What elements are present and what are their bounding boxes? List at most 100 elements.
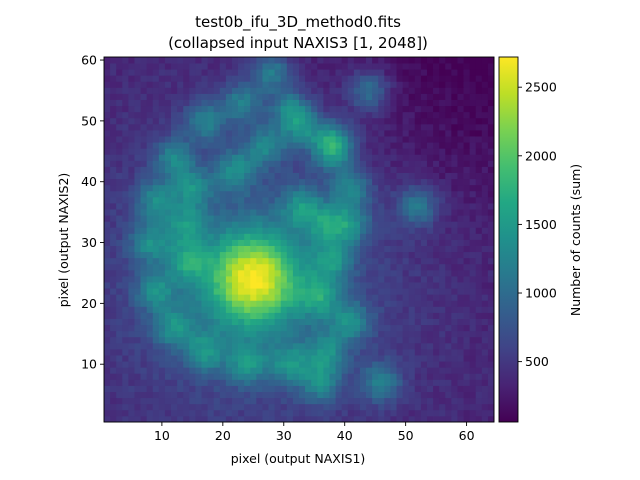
heatmap-cell [433,336,440,344]
heatmap-cell [311,93,318,100]
heatmap-cell [317,415,324,423]
heatmap-cell [408,288,416,295]
heatmap-cell [329,282,336,289]
heatmap-cell [213,123,221,131]
heatmap-cell [372,117,379,125]
heatmap-cell [487,69,495,76]
heatmap-cell [292,367,300,374]
heatmap-cell [481,166,489,173]
heatmap-cell [396,269,403,277]
heatmap-cell [378,209,385,216]
heatmap-cell [225,111,233,119]
heatmap-cell [238,409,245,417]
heatmap-cell [250,294,257,301]
heatmap-cell [158,154,166,161]
heatmap-cell [469,312,477,319]
heatmap-cell [463,190,471,198]
heatmap-cell [231,373,239,380]
heatmap-cell [408,148,416,155]
heatmap-cell [164,154,172,161]
heatmap-cell [183,324,190,332]
heatmap-cell [292,385,300,392]
heatmap-cell [433,415,440,423]
heatmap-cell [164,306,172,313]
heatmap-cell [274,294,282,301]
heatmap-cell [268,154,276,161]
heatmap-cell [140,142,148,149]
heatmap-cell [353,203,361,210]
heatmap-cell [396,288,403,295]
heatmap-cell [268,385,276,392]
heatmap-cell [201,379,208,386]
heatmap-cell [146,111,154,119]
heatmap-cell [250,288,257,295]
heatmap-cell [122,172,129,180]
heatmap-cell [353,355,361,362]
heatmap-cell [116,160,123,167]
heatmap-cell [152,87,160,94]
heatmap-cell [408,215,416,222]
heatmap-cell [207,75,215,82]
heatmap-cell [250,57,257,64]
heatmap-cell [378,385,385,392]
heatmap-cell [317,178,324,186]
heatmap-cell [250,385,257,392]
heatmap-cell [433,190,440,198]
heatmap-cell [372,81,379,88]
heatmap-cell [171,300,178,307]
heatmap-cell [183,154,190,161]
heatmap-cell [353,81,361,88]
heatmap-cell [213,269,221,277]
heatmap-cell [372,142,379,149]
heatmap-cell [128,142,135,149]
heatmap-cell [457,93,464,100]
heatmap-cell [335,172,343,180]
heatmap-cell [231,233,239,240]
heatmap-cell [158,276,166,283]
heatmap-cell [347,209,355,216]
heatmap-cell [116,148,123,155]
heatmap-cell [366,154,373,161]
heatmap-cell [402,239,410,246]
heatmap-cell [317,99,324,107]
heatmap-cell [402,99,410,107]
heatmap-cell [134,324,141,332]
heatmap-cell [433,403,440,411]
heatmap-cell [390,148,397,155]
heatmap-cell [195,282,202,289]
heatmap-cell [146,123,154,131]
heatmap-cell [475,324,483,332]
heatmap-cell [189,57,196,64]
heatmap-cell [433,130,440,137]
heatmap-cell [231,330,239,338]
heatmap-cell [134,166,141,173]
heatmap-cell [457,300,464,307]
heatmap-cell [457,415,464,423]
heatmap-cell [433,306,440,313]
heatmap-cell [335,361,343,368]
heatmap-cell [152,130,160,137]
heatmap-cell [414,403,422,411]
heatmap-cell [402,178,410,186]
heatmap-cell [152,99,160,107]
heatmap-cell [359,209,367,216]
heatmap-cell [463,63,471,70]
heatmap-cell [110,245,117,253]
heatmap-cell [140,99,148,107]
heatmap-cell [274,117,282,125]
heatmap-cell [164,209,172,216]
heatmap-cell [104,282,111,289]
heatmap-cell [323,215,330,222]
heatmap-cell [195,105,202,113]
heatmap-cell [426,324,434,332]
heatmap-cell [158,227,166,234]
heatmap-cell [250,263,257,271]
heatmap-cell [219,294,227,301]
heatmap-cell [378,227,385,234]
heatmap-cell [201,63,208,70]
heatmap-cell [158,355,166,362]
heatmap-cell [262,93,269,100]
heatmap-cell [372,269,379,277]
heatmap-cell [104,355,111,362]
